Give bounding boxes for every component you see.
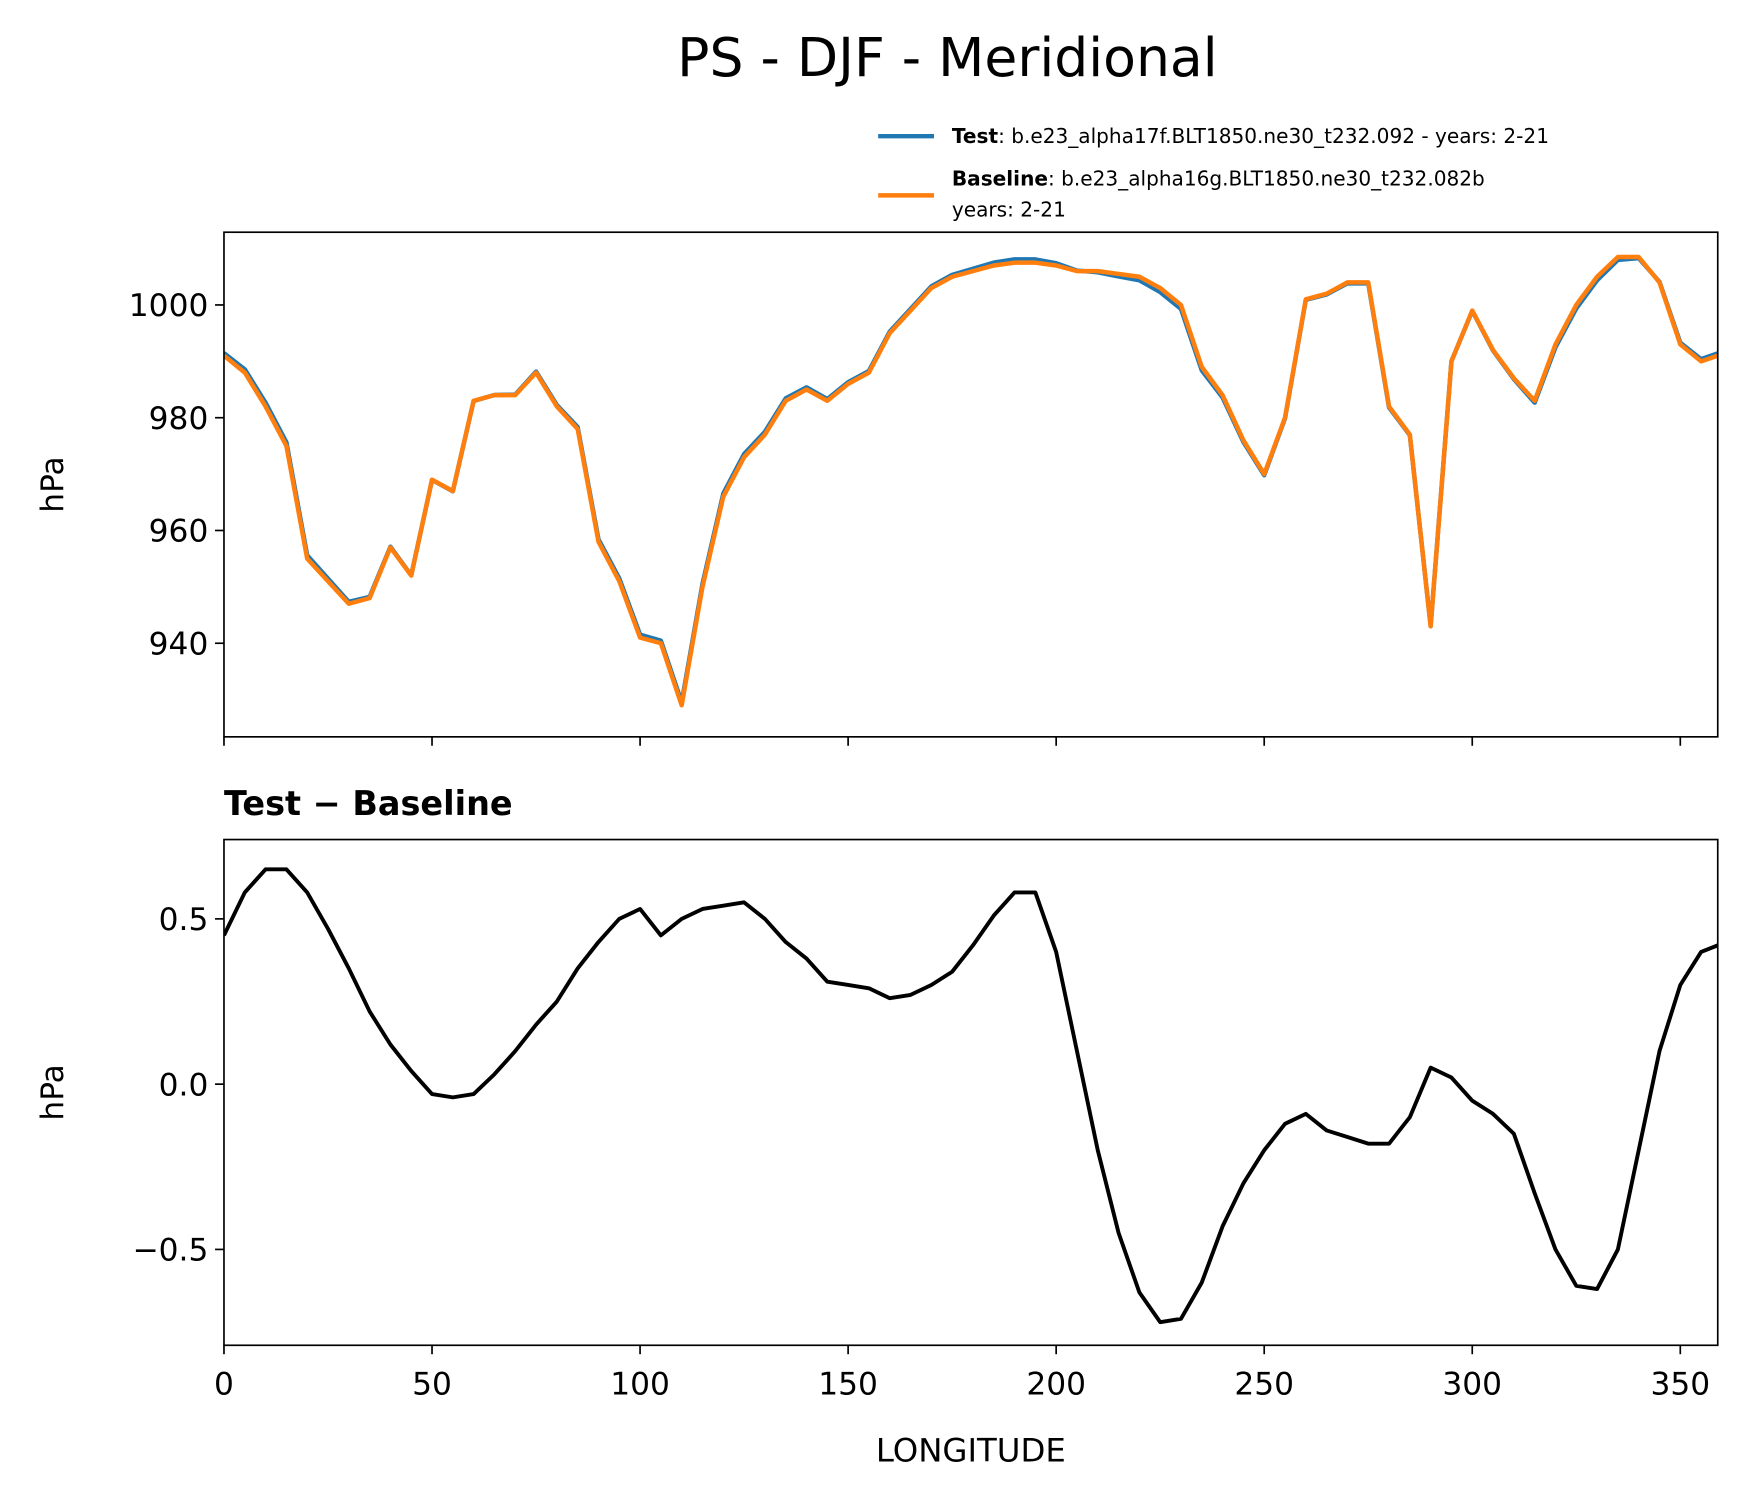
legend-label: Baseline: b.e23_alpha16g.BLT1850.ne30_t2… [952, 166, 1485, 221]
y-tick-label: 1000 [129, 288, 209, 324]
x-tick-label: 100 [610, 1366, 670, 1402]
y-tick-label: 960 [149, 514, 209, 550]
axes-frame [223, 231, 1719, 738]
legend-description: years: 2-21 [952, 198, 1066, 222]
figure-title: PS - DJF - Meridional [677, 26, 1217, 89]
subplot-title: Test − Baseline [224, 784, 513, 823]
legend-description: : b.e23_alpha16g.BLT1850.ne30_t232.082b [1048, 166, 1485, 190]
x-axis-label: LONGITUDE [876, 1431, 1066, 1469]
y-tick-label: 0.5 [159, 902, 209, 938]
series-line [223, 255, 1718, 705]
x-tick-label: 200 [1026, 1366, 1086, 1402]
series-line [223, 867, 1718, 1325]
y-tick-label: 940 [149, 626, 209, 662]
x-tick-label: 350 [1650, 1366, 1710, 1402]
y-tick-label: 0.0 [159, 1067, 209, 1103]
y-axis-label: hPa [35, 456, 71, 512]
x-tick-label: 0 [214, 1366, 234, 1402]
legend-name: Baseline [952, 166, 1048, 190]
legend-label: Test: b.e23_alpha17f.BLT1850.ne30_t232.0… [952, 124, 1549, 148]
y-tick-label: −0.5 [132, 1233, 208, 1269]
x-tick-label: 150 [818, 1366, 878, 1402]
legend-name: Test [952, 124, 999, 148]
legend-description: : b.e23_alpha17f.BLT1850.ne30_t232.092 -… [998, 124, 1549, 148]
x-tick-label: 50 [412, 1366, 452, 1402]
y-axis-label: hPa [35, 1064, 71, 1120]
axes-frame [223, 838, 1719, 1347]
series-line [223, 254, 1718, 708]
x-tick-label: 250 [1234, 1366, 1294, 1402]
y-tick-label: 980 [149, 401, 209, 437]
x-tick-label: 300 [1442, 1366, 1502, 1402]
